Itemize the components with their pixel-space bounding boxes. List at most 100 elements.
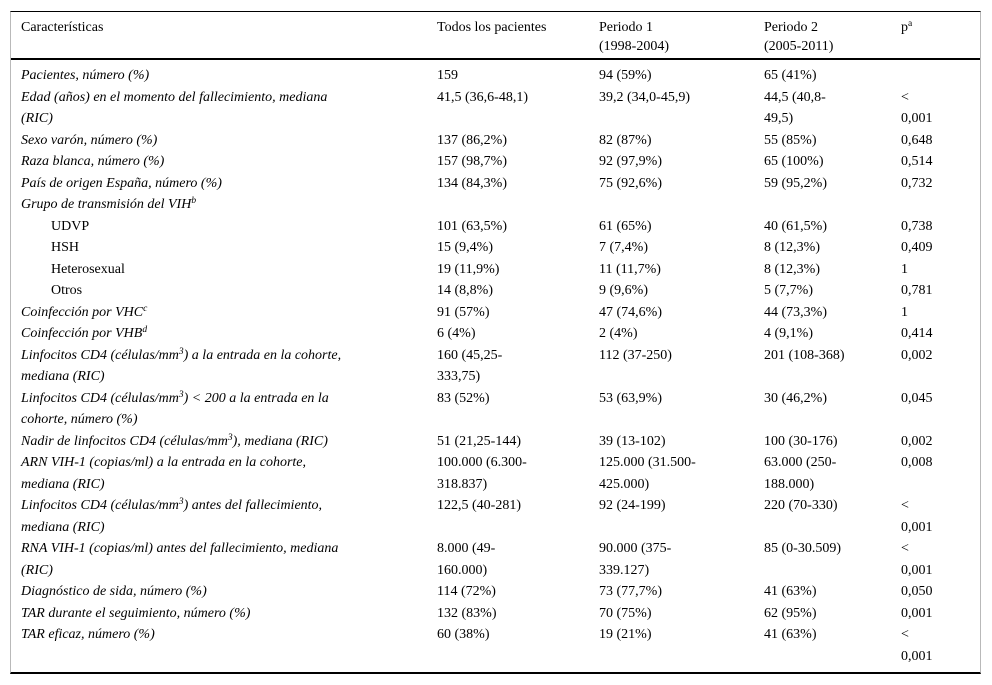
cell-p-value: 0,008 [901, 455, 933, 470]
row-label: Nadir de linfocitos CD4 (células/mm3), m… [21, 432, 328, 449]
table-row: RNA VIH-1 (copias/ml) antes del fallecim… [11, 538, 980, 581]
cell-periodo-1: 125.000 (31.500- 425.000) [599, 455, 696, 492]
cell-todos-los-pacientes: 91 (57%) [437, 304, 490, 320]
cell-periodo-1: 92 (24-199) [599, 498, 666, 513]
cell-p-value: 0,409 [901, 240, 933, 255]
cell-todos-los-pacientes: 51 (21,25-144) [437, 433, 521, 449]
cell-todos-los-pacientes: 14 (8,8%) [437, 283, 493, 298]
cell-periodo-2: 100 (30-176) [764, 433, 838, 449]
cell-p-value [901, 59, 980, 87]
cell-periodo-2: 44 (73,3%) [764, 304, 827, 320]
cell-periodo-2: 41 (63%) [764, 584, 817, 599]
cell-todos-los-pacientes: 15 (9,4%) [437, 240, 493, 255]
table-row: País de origen España, número (%) 134 (84… [11, 173, 980, 195]
cell-periodo-1: 19 (21%) [599, 627, 652, 642]
row-label: UDVP [51, 218, 90, 234]
cell-todos-los-pacientes: 159 [437, 68, 458, 83]
cell-periodo-2: 63.000 (250- 188.000) [764, 455, 837, 492]
table-row: Pacientes, número (%) 159 94 (59%) 65 (41%) [11, 59, 980, 87]
header-todos-los-pacientes: Todos los pacientes [437, 12, 599, 60]
cell-todos-los-pacientes: 83 (52%) [437, 390, 490, 406]
cell-todos-los-pacientes: 137 (86,2%) [437, 132, 507, 148]
row-label: Raza blanca, número (%) [21, 154, 165, 169]
cell-periodo-1: 7 (7,4%) [599, 240, 648, 255]
cell-periodo-1: 90.000 (375- 339.127) [599, 541, 672, 578]
table-header: Características Todos los pacientes Peri… [11, 12, 980, 60]
cell-todos-los-pacientes: 60 (38%) [437, 627, 490, 642]
cell-p-value: < 0,001 [901, 627, 933, 664]
header-caracteristicas: Características [11, 12, 437, 60]
footnote-marker: a [908, 19, 913, 29]
cell-p-value: 0,001 [901, 605, 933, 621]
row-label: Otros [51, 283, 83, 298]
table-body: Pacientes, número (%) 159 94 (59%) 65 (41%)… [11, 59, 980, 672]
table-row: Linfocitos CD4 (células/mm3) < 200 a la … [11, 388, 980, 431]
cell-periodo-2: 40 (61,5%) [764, 218, 827, 234]
cell-periodo-1: 53 (63,9%) [599, 390, 662, 406]
footnote-marker: b [191, 196, 197, 206]
patient-characteristics-table: Características Todos los pacientes Peri… [11, 12, 980, 672]
cell-todos-los-pacientes: 100.000 (6.300- 318.837) [437, 455, 527, 492]
cell-periodo-2: 30 (46,2%) [764, 390, 827, 406]
table-row: UDVP 101 (63,5%) 61 (65%) 40 (61,5%) 0,738 [11, 216, 980, 238]
cell-todos-los-pacientes: 160 (45,25- 333,75) [437, 347, 503, 385]
header-periodo-2: Periodo 2 (2005-2011) [764, 12, 901, 60]
footnote-marker: 3 [178, 346, 184, 357]
cell-p-value: 0,045 [901, 390, 933, 406]
table-row: Linfocitos CD4 (células/mm3) antes del f… [11, 495, 980, 538]
table-row: TAR eficaz, número (%) 60 (38%) 19 (21%) 41… [11, 624, 980, 672]
table-row: Raza blanca, número (%) 157 (98,7%) 92 (97… [11, 151, 980, 173]
table-row: ARN VIH-1 (copias/ml) a la entrada en la… [11, 452, 980, 495]
cell-periodo-2: 44,5 (40,8- 49,5) [764, 89, 826, 127]
row-label: Grupo de transmisión del VIHb [21, 196, 197, 212]
cell-todos-los-pacientes: 101 (63,5%) [437, 218, 507, 234]
cell-p-value: 0,050 [901, 584, 933, 599]
cell-todos-los-pacientes: 114 (72%) [437, 584, 496, 599]
cell-periodo-2: 8 (12,3%) [764, 261, 820, 277]
cell-todos-los-pacientes: 157 (98,7%) [437, 154, 507, 169]
cell-periodo-1: 39,2 (34,0-45,9) [599, 89, 690, 105]
cell-periodo-2: 8 (12,3%) [764, 240, 820, 255]
cell-periodo-1: 70 (75%) [599, 605, 652, 621]
cell-periodo-1: 73 (77,7%) [599, 584, 662, 599]
cell-periodo-1 [599, 194, 764, 216]
row-label: TAR eficaz, número (%) [21, 627, 155, 642]
cell-periodo-1: 47 (74,6%) [599, 304, 662, 320]
footnote-marker: 3 [178, 497, 184, 507]
cell-periodo-1: 75 (92,6%) [599, 175, 662, 191]
table-row: Coinfección por VHCc 91 (57%) 47 (74,6%) 44… [11, 302, 980, 324]
table-row: Linfocitos CD4 (células/mm3) a la entrad… [11, 345, 980, 388]
cell-p-value: 0,781 [901, 283, 933, 298]
cell-todos-los-pacientes: 8.000 (49- 160.000) [437, 541, 496, 578]
table-row: Coinfección por VHBd 6 (4%) 2 (4%) 4 (9,1%)… [11, 323, 980, 345]
cell-todos-los-pacientes: 41,5 (36,6-48,1) [437, 89, 528, 105]
cell-todos-los-pacientes: 132 (83%) [437, 605, 497, 621]
footnote-marker: d [142, 325, 148, 335]
table-row: Otros 14 (8,8%) 9 (9,6%) 5 (7,7%) 0,781 [11, 280, 980, 302]
cell-periodo-2: 201 (108-368) [764, 347, 845, 363]
footnote-marker: 3 [227, 432, 233, 443]
row-label: País de origen España, número (%) [21, 175, 222, 191]
cell-periodo-2: 85 (0-30.509) [764, 541, 841, 556]
table-row: Grupo de transmisión del VIHb [11, 194, 980, 216]
row-label: Coinfección por VHBd [21, 325, 148, 341]
cell-p-value: 0,648 [901, 132, 933, 148]
row-label: Heterosexual [51, 261, 125, 277]
table-row: Sexo varón, número (%) 137 (86,2%) 82 (87%… [11, 130, 980, 152]
header-periodo-1: Periodo 1 (1998-2004) [599, 12, 764, 60]
cell-p-value: < 0,001 [901, 89, 933, 127]
cell-periodo-2: 41 (63%) [764, 627, 817, 642]
cell-p-value: < 0,001 [901, 541, 933, 578]
cell-p-value: 0,732 [901, 175, 933, 191]
cell-periodo-1: 9 (9,6%) [599, 283, 648, 298]
cell-p-value: 0,002 [901, 433, 933, 449]
row-label: ARN VIH-1 (copias/ml) a la entrada en la… [21, 455, 307, 492]
table-row: Nadir de linfocitos CD4 (células/mm3), m… [11, 431, 980, 453]
cell-periodo-1: 92 (97,9%) [599, 154, 662, 169]
cell-todos-los-pacientes: 134 (84,3%) [437, 175, 507, 191]
cell-p-value: 1 [901, 261, 908, 277]
row-label: Coinfección por VHCc [21, 303, 148, 320]
cell-periodo-1: 112 (37-250) [599, 347, 672, 363]
row-label: Sexo varón, número (%) [21, 132, 158, 148]
cell-periodo-1: 2 (4%) [599, 326, 638, 341]
